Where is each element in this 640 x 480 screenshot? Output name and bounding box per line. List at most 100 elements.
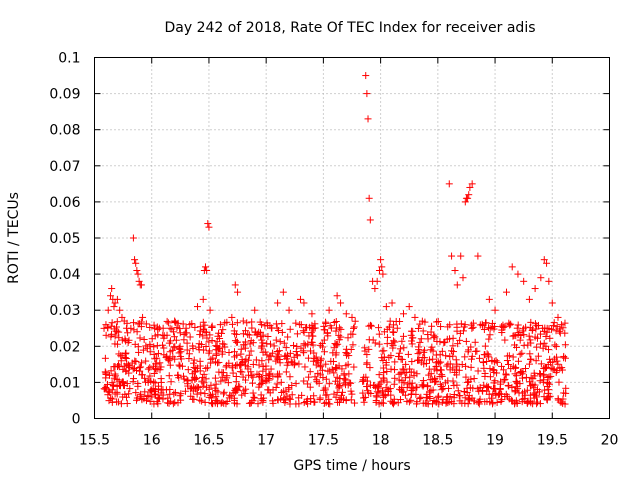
data-point-cloud [483, 398, 491, 406]
data-point-cloud [214, 397, 222, 405]
data-point-cloud [446, 353, 454, 361]
data-point-cloud [188, 376, 196, 384]
data-point-cloud [295, 360, 303, 368]
data-point-cloud [293, 330, 301, 338]
data-point-cloud [335, 362, 343, 370]
data-point-cloud [364, 387, 372, 395]
data-point [133, 266, 141, 274]
data-point-cloud [406, 365, 414, 373]
data-point-cloud [399, 332, 407, 340]
data-point-cloud [385, 354, 393, 362]
data-point-cloud [102, 383, 110, 391]
data-point-cloud [125, 363, 133, 371]
data-point-cloud [322, 399, 330, 407]
data-point-cloud [375, 340, 383, 348]
data-point-cloud [561, 341, 569, 349]
data-point-cloud [274, 396, 282, 404]
data-point-cloud [150, 350, 158, 358]
data-point-cloud [320, 348, 328, 356]
data-point-cloud [345, 370, 353, 378]
data-point-cloud [527, 355, 535, 363]
data-point-cloud [449, 364, 457, 372]
data-point-cloud [269, 399, 277, 407]
data-point-cloud [508, 384, 516, 392]
data-point-cloud [111, 332, 119, 340]
data-point-cloud [305, 373, 313, 381]
data-point-cloud [113, 318, 121, 326]
data-point-cloud [527, 374, 535, 382]
data-point-cloud [190, 383, 198, 391]
data-point-cloud [304, 354, 312, 362]
data-point-cloud [137, 359, 145, 367]
data-point-cloud [147, 377, 155, 385]
data-point-cloud [359, 389, 367, 397]
data-point [457, 252, 465, 260]
data-point-cloud [267, 352, 275, 360]
data-point-cloud [211, 358, 219, 366]
data-point-cloud [395, 376, 403, 384]
data-point-cloud [513, 343, 521, 351]
data-point-cloud [282, 344, 290, 352]
data-point-cloud [250, 393, 258, 401]
data-point-cloud [188, 320, 196, 328]
data-point-cloud [444, 393, 452, 401]
data-point-cloud [288, 391, 296, 399]
data-point-cloud [546, 355, 554, 363]
data-point-cloud [428, 343, 436, 351]
data-point-cloud [544, 379, 552, 387]
data-point-cloud [515, 389, 523, 397]
data-point [199, 295, 207, 303]
data-point-cloud [134, 382, 142, 390]
data-point-cloud [146, 348, 154, 356]
data-point-cloud [526, 336, 534, 344]
y-tick-label: 0.05 [49, 231, 80, 247]
data-point-cloud [439, 384, 447, 392]
data-point-cloud [232, 384, 240, 392]
data-point-cloud [443, 362, 451, 370]
data-point-cloud [404, 350, 412, 358]
data-point-cloud [332, 317, 340, 325]
data-point-cloud [207, 381, 215, 389]
data-point-cloud [171, 388, 179, 396]
data-point-cloud [249, 389, 257, 397]
data-point-cloud [113, 388, 121, 396]
data-point-cloud [205, 347, 213, 355]
data-point-cloud [456, 336, 464, 344]
data-point-cloud [414, 324, 422, 332]
data-point-cloud [492, 391, 500, 399]
data-point-cloud [172, 336, 180, 344]
data-point-cloud [432, 351, 440, 359]
data-point [204, 220, 212, 228]
data-point-cloud [322, 375, 330, 383]
data-point-cloud [434, 393, 442, 401]
data-point-cloud [103, 380, 111, 388]
data-point-cloud [305, 332, 313, 340]
data-point-cloud [338, 391, 346, 399]
data-point [239, 317, 247, 325]
data-point-cloud [432, 377, 440, 385]
data-point-cloud [183, 339, 191, 347]
data-point-cloud [284, 333, 292, 341]
data-point [110, 303, 118, 311]
data-point-cloud [244, 330, 252, 338]
data-point-cloud [371, 339, 379, 347]
data-point-cloud [350, 323, 358, 331]
data-point-cloud [184, 377, 192, 385]
data-point-cloud [383, 333, 391, 341]
data-point-cloud [379, 393, 387, 401]
data-point-cloud [162, 353, 170, 361]
data-point-cloud [177, 396, 185, 404]
data-point-cloud [513, 324, 521, 332]
data-point-cloud [536, 377, 544, 385]
data-point-cloud [333, 388, 341, 396]
data-point-cloud [406, 373, 414, 381]
data-point-cloud [286, 400, 294, 408]
data-point-cloud [393, 324, 401, 332]
data-point [325, 306, 333, 314]
data-point-cloud [499, 321, 507, 329]
data-point-cloud [492, 357, 500, 365]
data-point-cloud [126, 385, 134, 393]
data-point-cloud [245, 351, 253, 359]
data-point-cloud [320, 399, 328, 407]
data-point-cloud [164, 319, 172, 327]
